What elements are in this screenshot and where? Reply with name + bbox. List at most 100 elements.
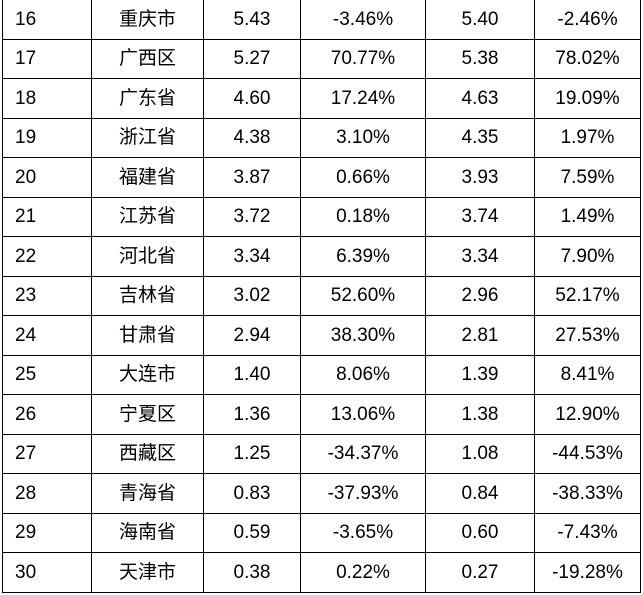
value-2-cell: 3.93 [425, 157, 535, 198]
change-2-cell: -44.53% [534, 433, 641, 474]
value-2-cell: 1.08 [425, 433, 535, 474]
region-cell: 吉林省 [91, 275, 204, 316]
change-1-cell: 6.39% [300, 236, 426, 277]
change-1-cell: 0.22% [300, 552, 426, 593]
rank-cell: 19 [2, 117, 92, 158]
change-2-cell: -38.33% [534, 473, 641, 514]
rank-cell: 18 [2, 78, 92, 119]
rank-cell: 17 [2, 38, 92, 79]
value-1-cell: 5.27 [203, 38, 301, 79]
value-1-cell: 3.02 [203, 275, 301, 316]
rank-cell: 23 [2, 275, 92, 316]
value-1-cell: 0.59 [203, 512, 301, 553]
value-2-cell: 3.34 [425, 236, 535, 277]
change-2-cell: 8.41% [534, 354, 641, 395]
table-row: 17 广西区 5.27 70.77% 5.38 78.02% [2, 38, 641, 79]
table-row: 18 广东省 4.60 17.24% 4.63 19.09% [2, 78, 641, 119]
table-row: 26 宁夏区 1.36 13.06% 1.38 12.90% [2, 394, 641, 435]
change-2-cell: 19.09% [534, 78, 641, 119]
change-1-cell: 38.30% [300, 315, 426, 356]
region-cell: 重庆市 [91, 0, 204, 40]
value-1-cell: 5.43 [203, 0, 301, 40]
change-2-cell: -7.43% [534, 512, 641, 553]
region-cell: 西藏区 [91, 433, 204, 474]
value-2-cell: 0.60 [425, 512, 535, 553]
rank-cell: 27 [2, 433, 92, 474]
table-row: 27 西藏区 1.25 -34.37% 1.08 -44.53% [2, 433, 641, 474]
change-2-cell: 1.49% [534, 196, 641, 237]
table-row: 22 河北省 3.34 6.39% 3.34 7.90% [2, 236, 641, 277]
change-2-cell: 52.17% [534, 275, 641, 316]
table-row: 16 重庆市 5.43 -3.46% 5.40 -2.46% [2, 0, 641, 40]
value-1-cell: 3.87 [203, 157, 301, 198]
rank-cell: 26 [2, 394, 92, 435]
change-1-cell: 8.06% [300, 354, 426, 395]
rank-cell: 29 [2, 512, 92, 553]
rank-cell: 16 [2, 0, 92, 40]
change-2-cell: -19.28% [534, 552, 641, 593]
region-cell: 天津市 [91, 552, 204, 593]
change-1-cell: -34.37% [300, 433, 426, 474]
value-2-cell: 1.38 [425, 394, 535, 435]
value-2-cell: 0.84 [425, 473, 535, 514]
change-2-cell: 7.59% [534, 157, 641, 198]
table-row: 20 福建省 3.87 0.66% 3.93 7.59% [2, 157, 641, 198]
value-2-cell: 1.39 [425, 354, 535, 395]
change-1-cell: 13.06% [300, 394, 426, 435]
value-2-cell: 4.35 [425, 117, 535, 158]
change-2-cell: 7.90% [534, 236, 641, 277]
region-cell: 河北省 [91, 236, 204, 277]
region-cell: 大连市 [91, 354, 204, 395]
change-2-cell: 27.53% [534, 315, 641, 356]
value-1-cell: 3.34 [203, 236, 301, 277]
change-1-cell: 52.60% [300, 275, 426, 316]
change-1-cell: -37.93% [300, 473, 426, 514]
value-2-cell: 3.74 [425, 196, 535, 237]
table-row: 24 甘肃省 2.94 38.30% 2.81 27.53% [2, 315, 641, 356]
region-cell: 甘肃省 [91, 315, 204, 356]
change-1-cell: 17.24% [300, 78, 426, 119]
value-2-cell: 4.63 [425, 78, 535, 119]
region-cell: 福建省 [91, 157, 204, 198]
change-1-cell: 70.77% [300, 38, 426, 79]
change-1-cell: 0.18% [300, 196, 426, 237]
rank-cell: 22 [2, 236, 92, 277]
value-1-cell: 3.72 [203, 196, 301, 237]
region-cell: 浙江省 [91, 117, 204, 158]
region-cell: 青海省 [91, 473, 204, 514]
table-row: 29 海南省 0.59 -3.65% 0.60 -7.43% [2, 512, 641, 553]
table-row: 23 吉林省 3.02 52.60% 2.96 52.17% [2, 275, 641, 316]
region-cell: 江苏省 [91, 196, 204, 237]
table-row: 30 天津市 0.38 0.22% 0.27 -19.28% [2, 552, 641, 593]
value-2-cell: 2.96 [425, 275, 535, 316]
change-2-cell: 12.90% [534, 394, 641, 435]
region-cell: 广东省 [91, 78, 204, 119]
value-2-cell: 0.27 [425, 552, 535, 593]
region-cell: 宁夏区 [91, 394, 204, 435]
rank-cell: 30 [2, 552, 92, 593]
value-1-cell: 0.83 [203, 473, 301, 514]
change-1-cell: -3.65% [300, 512, 426, 553]
table-row: 25 大连市 1.40 8.06% 1.39 8.41% [2, 354, 641, 395]
value-2-cell: 2.81 [425, 315, 535, 356]
value-1-cell: 1.25 [203, 433, 301, 474]
table-row: 28 青海省 0.83 -37.93% 0.84 -38.33% [2, 473, 641, 514]
change-1-cell: -3.46% [300, 0, 426, 40]
rank-cell: 20 [2, 157, 92, 198]
region-cell: 广西区 [91, 38, 204, 79]
region-cell: 海南省 [91, 512, 204, 553]
value-2-cell: 5.38 [425, 38, 535, 79]
value-1-cell: 2.94 [203, 315, 301, 356]
rank-cell: 25 [2, 354, 92, 395]
rank-cell: 24 [2, 315, 92, 356]
value-1-cell: 4.38 [203, 117, 301, 158]
rank-cell: 21 [2, 196, 92, 237]
value-1-cell: 1.36 [203, 394, 301, 435]
rank-cell: 28 [2, 473, 92, 514]
change-2-cell: -2.46% [534, 0, 641, 40]
value-2-cell: 5.40 [425, 0, 535, 40]
change-2-cell: 1.97% [534, 117, 641, 158]
change-2-cell: 78.02% [534, 38, 641, 79]
change-1-cell: 3.10% [300, 117, 426, 158]
